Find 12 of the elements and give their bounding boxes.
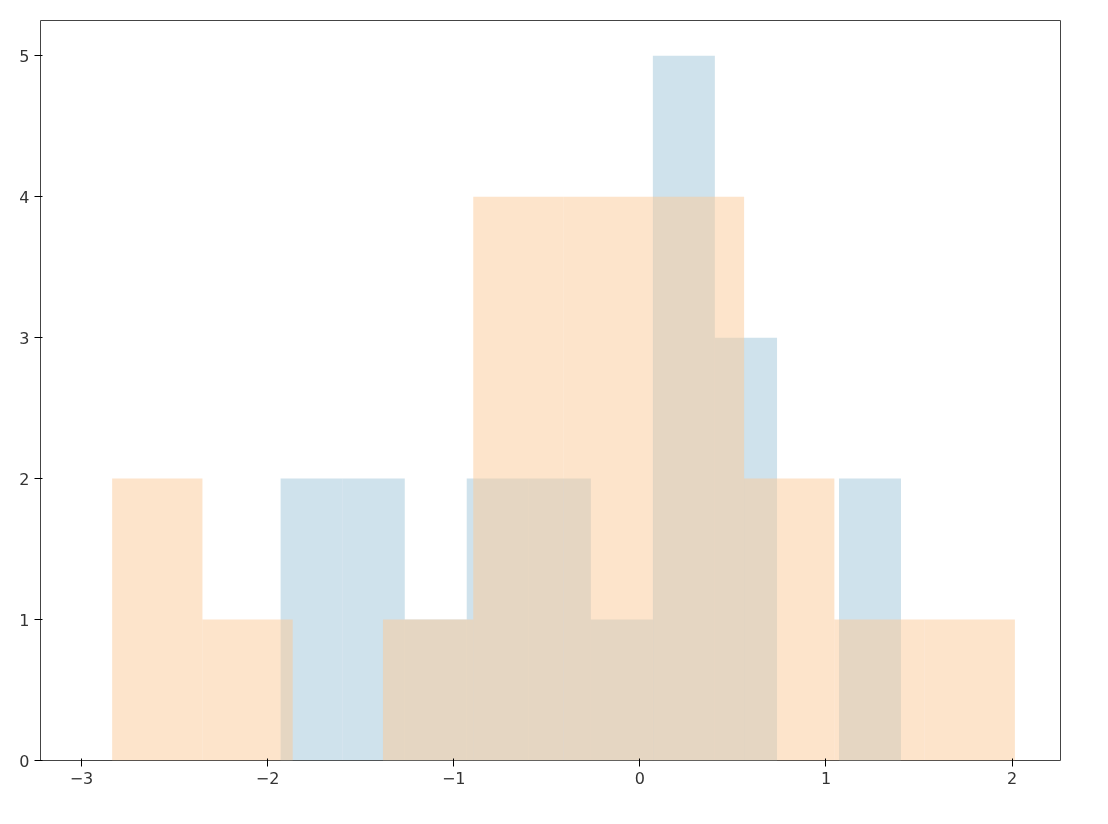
x-tick-label: 0 bbox=[634, 768, 645, 788]
x-tick-label: 2 bbox=[1007, 768, 1018, 788]
x-tick-label: −1 bbox=[441, 768, 466, 788]
x-tick-label: −3 bbox=[69, 768, 94, 788]
x-tick-label: −2 bbox=[255, 768, 280, 788]
y-tick-label: 1 bbox=[19, 610, 30, 630]
y-tick-label: 2 bbox=[19, 469, 30, 489]
y-tick-label: 5 bbox=[19, 46, 30, 66]
y-tick-label: 0 bbox=[19, 751, 30, 771]
y-tick-label: 4 bbox=[19, 187, 30, 207]
x-tick-label: 1 bbox=[820, 768, 832, 788]
y-tick-label: 3 bbox=[19, 328, 30, 348]
